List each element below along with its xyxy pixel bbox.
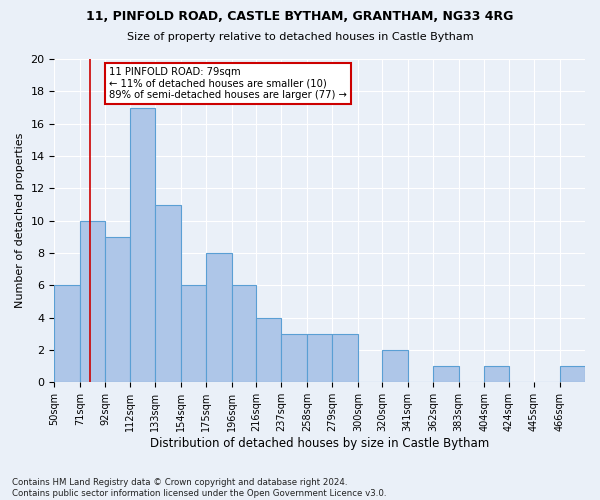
Bar [130, 108, 155, 382]
Y-axis label: Number of detached properties: Number of detached properties [15, 133, 25, 308]
Bar [484, 366, 509, 382]
Bar [232, 286, 256, 382]
Bar [206, 253, 232, 382]
Bar [256, 318, 281, 382]
Bar [281, 334, 307, 382]
Bar [80, 220, 106, 382]
Bar [382, 350, 408, 382]
Bar [55, 286, 80, 382]
Bar [106, 237, 130, 382]
Bar [181, 286, 206, 382]
Bar [307, 334, 332, 382]
Bar [560, 366, 585, 382]
Text: 11, PINFOLD ROAD, CASTLE BYTHAM, GRANTHAM, NG33 4RG: 11, PINFOLD ROAD, CASTLE BYTHAM, GRANTHA… [86, 10, 514, 23]
Bar [332, 334, 358, 382]
Text: Size of property relative to detached houses in Castle Bytham: Size of property relative to detached ho… [127, 32, 473, 42]
Text: Contains HM Land Registry data © Crown copyright and database right 2024.
Contai: Contains HM Land Registry data © Crown c… [12, 478, 386, 498]
Text: 11 PINFOLD ROAD: 79sqm
← 11% of detached houses are smaller (10)
89% of semi-det: 11 PINFOLD ROAD: 79sqm ← 11% of detached… [109, 67, 347, 100]
Bar [433, 366, 459, 382]
X-axis label: Distribution of detached houses by size in Castle Bytham: Distribution of detached houses by size … [150, 437, 490, 450]
Bar [155, 204, 181, 382]
